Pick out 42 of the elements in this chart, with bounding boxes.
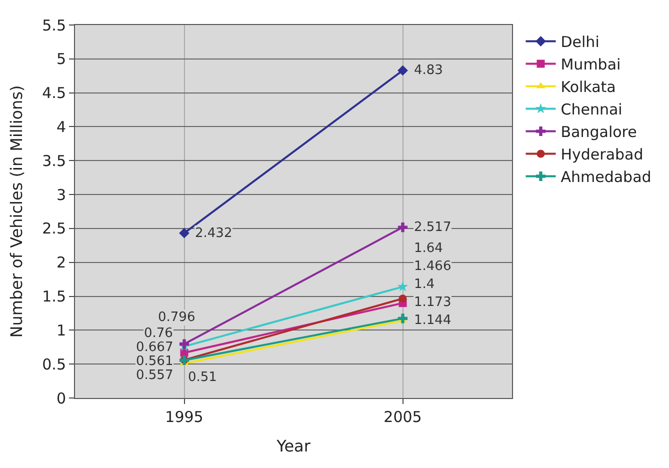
legend-label: Chennai [560, 100, 622, 119]
data-label: 1.64 [414, 241, 443, 256]
point [179, 228, 190, 238]
legend-label: Hyderabad [560, 146, 644, 164]
x-axis-title: Year [276, 436, 311, 456]
y-tick-label: 3.5 [42, 152, 66, 170]
data-label: 2.432 [195, 226, 232, 241]
point [398, 294, 407, 303]
data-label: 1.144 [414, 313, 452, 328]
legend-label: Bangalore [560, 123, 637, 142]
data-label: 0.667 [136, 340, 174, 355]
x-tick-label: 2005 [384, 408, 422, 426]
y-tick-label: 4 [56, 118, 66, 136]
point [398, 65, 408, 76]
legend-label: Mumbai [560, 56, 621, 74]
legend-label: Delhi [560, 33, 600, 52]
x-tick-label: 1995 [165, 408, 204, 426]
y-tick-label: 1.5 [42, 288, 66, 306]
y-axis-title: Number of Vehicles (in Millions) [7, 85, 26, 338]
point [397, 281, 408, 292]
y-tick-label: 2.5 [42, 220, 66, 238]
point [398, 222, 408, 232]
data-label: 1.4 [414, 277, 435, 292]
data-label: 1.466 [414, 259, 452, 274]
data-label: 4.83 [414, 63, 443, 78]
y-tick-label: 1 [56, 321, 66, 340]
data-label: 1.173 [414, 295, 452, 310]
y-tick-label: 5.5 [42, 16, 66, 34]
y-tick-label: 0 [56, 389, 66, 408]
data-label: 0.796 [158, 310, 196, 325]
data-label: 0.51 [188, 370, 217, 385]
data-label: 0.76 [144, 326, 173, 341]
y-tick-label: 2 [56, 254, 66, 272]
data-label: 0.557 [136, 368, 174, 383]
y-tick-label: 0.5 [42, 355, 66, 374]
data-label: 0.561 [136, 354, 174, 369]
legend-label: Ahmedabad [560, 168, 652, 186]
y-tick-label: 3 [56, 186, 66, 204]
y-tick-label: 5 [56, 50, 66, 68]
legend-label: Kolkata [560, 78, 616, 96]
data-label: 2.517 [414, 220, 452, 235]
y-tick-label: 4.5 [42, 84, 66, 102]
